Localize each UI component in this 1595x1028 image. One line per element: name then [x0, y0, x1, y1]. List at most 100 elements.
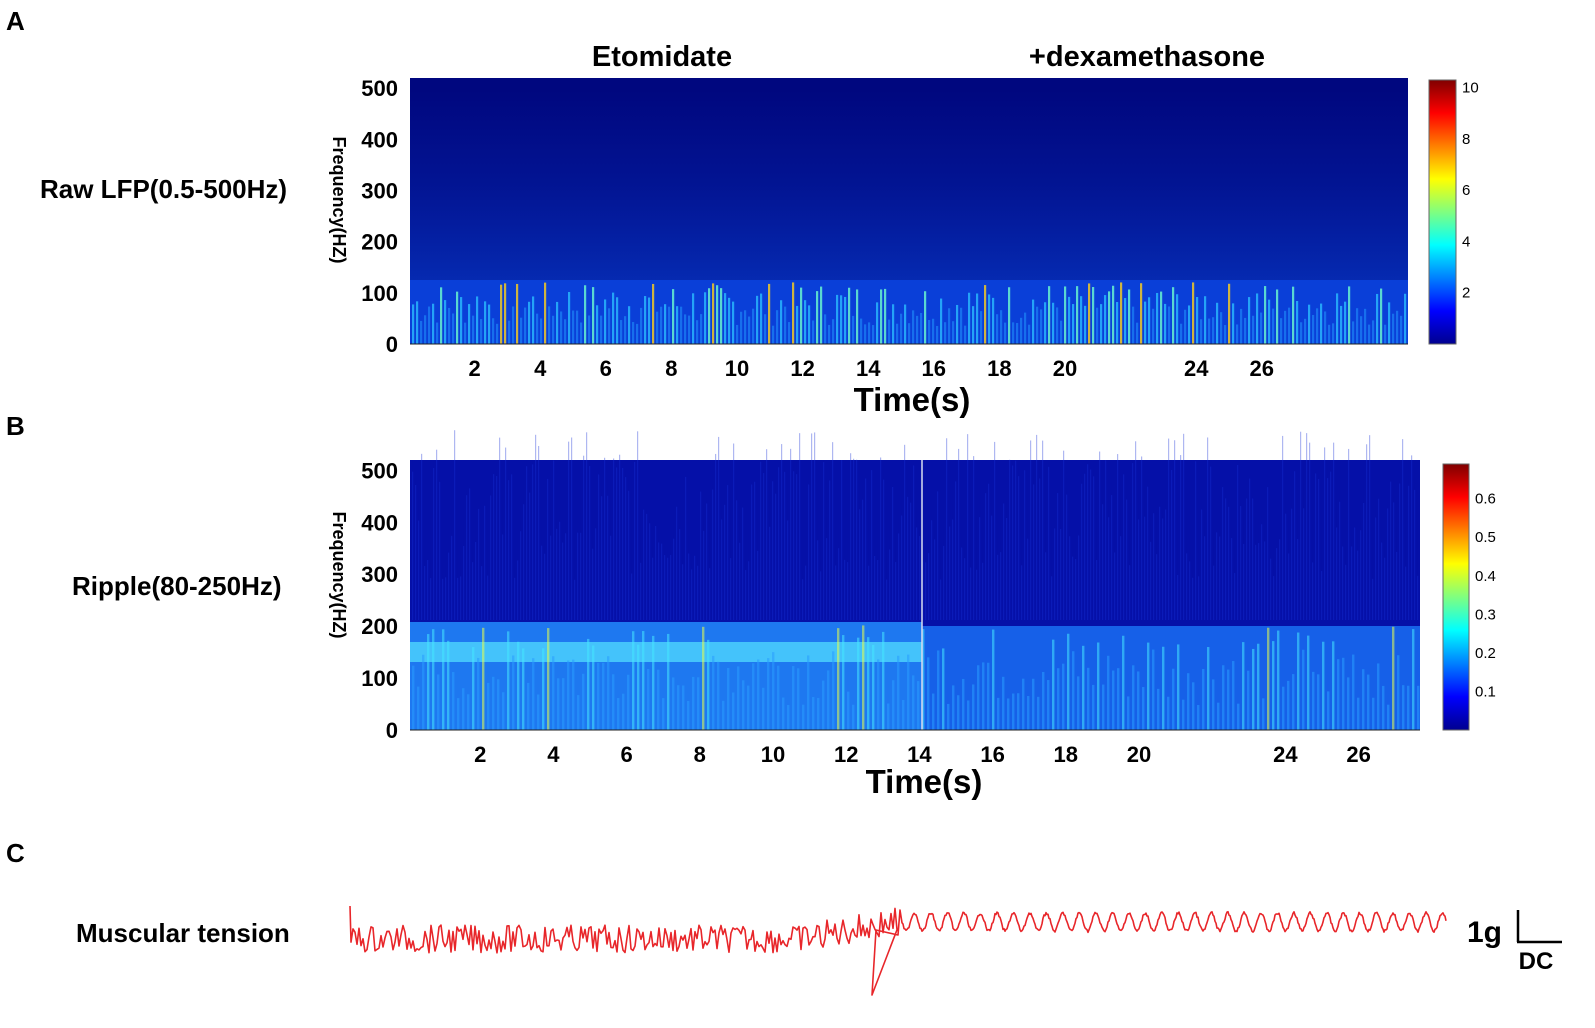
stripe-b-upper [814, 432, 816, 620]
stripe-b-upper [625, 477, 627, 620]
row-label-c: Muscular tension [76, 918, 290, 948]
stripe-a [636, 323, 639, 344]
ylabel-a: Frequency(HZ) [329, 136, 349, 263]
stripe-a [1228, 283, 1231, 344]
stripe-b-upper [1303, 508, 1305, 620]
stripe-b [617, 698, 620, 730]
stripe-b [1322, 641, 1325, 730]
colorbar-tick-label-a-1: 4 [1462, 233, 1470, 250]
stripe-b [1252, 648, 1255, 730]
stripe-b [1237, 703, 1240, 730]
stripe-b [622, 693, 625, 730]
stripe-b-upper [1165, 509, 1167, 620]
stripe-b-upper [538, 445, 540, 620]
stripe-a [652, 283, 655, 344]
stripe-a [416, 301, 419, 344]
stripe-b-upper [748, 561, 750, 620]
stripe-b-upper [898, 533, 900, 620]
stripe-b [697, 677, 700, 730]
stripe-a [988, 294, 991, 344]
stripe-b-upper [979, 517, 981, 620]
stripe-b [692, 676, 695, 730]
stripe-b [822, 680, 825, 730]
stripe-b [732, 692, 735, 730]
stripe-b [712, 655, 715, 730]
stripe-a [876, 302, 879, 344]
stripe-b-upper [799, 433, 801, 620]
stripe-b [1287, 680, 1290, 730]
stripe-b [1187, 673, 1190, 730]
stripe-b [742, 680, 745, 730]
stripe-a [1044, 302, 1047, 344]
stripe-b-upper [412, 471, 414, 620]
stripe-b [887, 703, 890, 730]
stripe-b-upper [571, 437, 573, 620]
stripe-b [952, 685, 955, 730]
stripe-b [1087, 667, 1090, 730]
x-tick-label-b-6: 14 [907, 742, 932, 767]
stripe-a [608, 308, 611, 344]
stripe-b [1062, 663, 1065, 730]
stripe-b [477, 657, 480, 730]
stripe-a [964, 325, 967, 344]
stripe-b-upper [607, 495, 609, 620]
stripe-b [817, 697, 820, 730]
stripe-b-upper [952, 519, 954, 620]
stripe-b-upper [1366, 444, 1368, 620]
stripe-a [1116, 302, 1119, 344]
stripe-a [460, 297, 463, 344]
stripe-b-upper [430, 578, 432, 620]
stripe-b-upper [697, 565, 699, 620]
stripe-b [722, 700, 725, 730]
stripe-b-upper [889, 549, 891, 620]
stripe-a [504, 283, 507, 344]
stripe-a [780, 300, 783, 344]
spectrogram-b-stripes [412, 430, 1420, 730]
stripe-b-upper [1204, 536, 1206, 620]
stripe-a [656, 311, 659, 344]
stripe-a [1260, 312, 1263, 344]
stripe-b-upper [622, 467, 624, 620]
stripe-b [1132, 665, 1135, 730]
stripe-b-upper [1321, 571, 1323, 620]
stripe-b-upper [1255, 544, 1257, 620]
stripe-a [436, 322, 439, 344]
stripe-b [897, 655, 900, 730]
stripe-a [452, 313, 455, 344]
stripe-a [872, 325, 875, 344]
x-tick-label-b-0: 2 [474, 742, 486, 767]
stripe-b [977, 665, 980, 730]
stripe-b [1337, 659, 1340, 730]
stripe-b [1222, 665, 1225, 730]
x-tick-label-b-10: 24 [1273, 742, 1298, 767]
stripe-b [1232, 661, 1235, 730]
stripe-b-upper [916, 527, 918, 620]
stripe-b [597, 662, 600, 730]
scale-bar-value: 1g [1467, 916, 1502, 949]
stripe-b-upper [460, 576, 462, 620]
stripe-b-upper [1066, 494, 1068, 620]
stripe-b-upper [610, 535, 612, 620]
stripe-b [807, 655, 810, 730]
stripe-b [937, 650, 940, 730]
stripe-b-upper [577, 532, 579, 620]
colorbar-b-ticks: 0.1 0.2 0.3 0.4 0.5 0.6 [1475, 491, 1496, 701]
stripe-b [1182, 699, 1185, 730]
y-tick-label-a-5: 500 [361, 76, 398, 101]
stripe-a [824, 314, 827, 344]
y-tick-label-a-1: 100 [361, 281, 398, 306]
stripe-b [702, 626, 705, 730]
stripe-a [1264, 286, 1267, 344]
stripe-b-upper [1117, 454, 1119, 620]
stripe-b [637, 644, 640, 730]
stripe-b-upper [688, 553, 690, 620]
stripe-b [907, 654, 910, 730]
stripe-a [1364, 308, 1367, 344]
colorbar-tick-label-a-0: 2 [1462, 285, 1470, 302]
stripe-b [1227, 669, 1230, 730]
stripe-b-upper [1285, 513, 1287, 620]
stripe-b-upper [691, 569, 693, 620]
stripe-b-upper [931, 520, 933, 620]
stripe-b-upper [493, 474, 495, 620]
x-tick-label-a-2: 6 [600, 356, 612, 381]
